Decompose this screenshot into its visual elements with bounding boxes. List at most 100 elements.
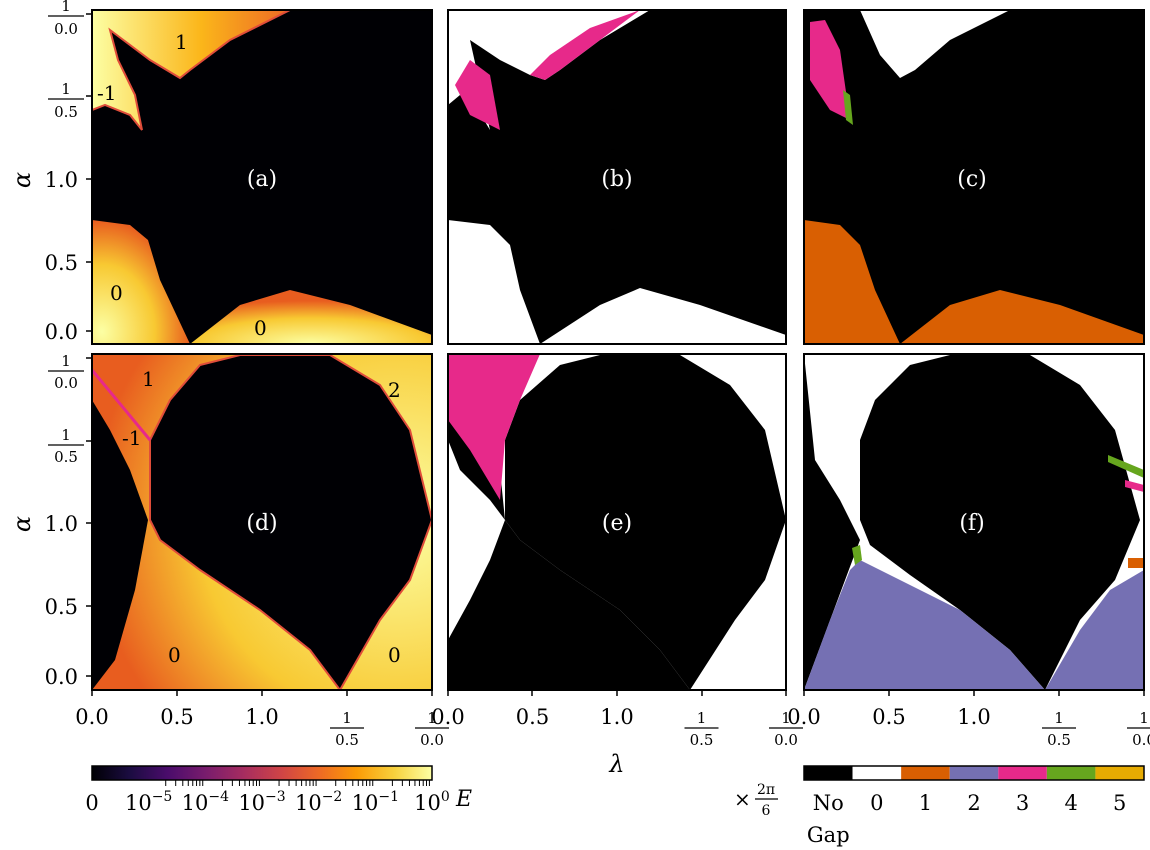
panel-b-pink-top (530, 10, 640, 80)
panel-e-pink (448, 354, 540, 500)
x-tick-marks (91, 690, 1145, 696)
panel-d-annotation-2: 2 (388, 378, 401, 402)
y-tick-marks (86, 13, 92, 677)
panel-c-top-white (804, 10, 1010, 78)
x-tick-label: 1 (1139, 709, 1149, 727)
x-tick-label: 1.0 (245, 705, 278, 729)
panel-d-pink-line (92, 369, 152, 441)
gap-colorbar-prefix-numerator: 2π (757, 782, 775, 798)
panel-f: (f) (804, 354, 1144, 690)
panel-c-frame (803, 9, 1145, 345)
x-tick-label: 1 (1054, 709, 1064, 727)
y-tick-label: 0.5 (54, 448, 78, 466)
x-tick-label: 0.5 (516, 705, 549, 729)
x-tick-label: 0.5 (1047, 731, 1071, 749)
panel-f-pink-right (1125, 480, 1144, 492)
panel-f-label: (f) (959, 511, 984, 536)
panel-e-black-lower (448, 410, 690, 690)
panel-c-pink (810, 20, 850, 120)
panel-c-orange-right (900, 290, 1144, 344)
panel-d-dark-lens (149, 354, 432, 690)
x-tick-labels-col-3: 0.0 0.5 1.0 1 0.5 1 0.0 (787, 705, 1150, 749)
energy-colorbar-gradient (91, 765, 433, 781)
panel-b-bottom-right-white (540, 288, 786, 344)
panel-d-annotation-0-left: 0 (168, 643, 181, 667)
gap-colorbar-tick-label: 4 (1064, 791, 1077, 815)
panel-a: 1 -1 0 0 (a) (92, 10, 432, 344)
panel-a-bottom-left-region (92, 220, 190, 344)
x-tick-label: 0.5 (160, 705, 193, 729)
gap-colorbar-swatch (998, 766, 1047, 780)
y-tick-label: 1 (61, 352, 71, 370)
gap-colorbar-swatch (804, 766, 853, 780)
panel-a-annotation-0-left: 0 (110, 281, 123, 305)
y-tick-label: 0.0 (45, 665, 78, 689)
y-axis-label-top: α (8, 172, 36, 188)
x-axis-label: λ (608, 750, 624, 778)
panel-a-bottom-right-region (190, 290, 432, 344)
y-tick-label: 1 (61, 426, 71, 444)
panel-a-annotation-minus1: -1 (97, 81, 116, 105)
x-tick-label: 0.0 (1132, 731, 1150, 749)
gap-colorbar-swatch (1095, 766, 1144, 780)
y-tick-labels-bottom: 1 0.0 1 0.5 1.0 0.5 0.0 (45, 352, 84, 689)
gap-colorbar-swatches (804, 766, 1144, 780)
gap-colorbar-tick-label: Gap (807, 823, 850, 847)
energy-colorbar-tick-labels: 0 10−5 10−4 10−3 10−2 10−1 100 (85, 789, 450, 815)
y-tick-label: 0.0 (45, 320, 78, 344)
panel-e-black-lens (505, 355, 786, 690)
panel-a-top-edge (92, 10, 291, 131)
energy-colorbar-tick-label: 10−3 (238, 789, 285, 815)
panel-a-label: (a) (247, 167, 277, 192)
panel-d-annotation-1: 1 (142, 367, 155, 391)
panel-c-label: (c) (957, 167, 987, 192)
panel-d-annotation-0-right: 0 (388, 643, 401, 667)
gap-colorbar-swatch (949, 766, 999, 780)
panel-f-purple-right (1045, 570, 1144, 690)
panel-e-label: (e) (602, 511, 632, 536)
y-tick-label: 0.5 (54, 103, 78, 121)
gap-colorbar-swatch (1046, 766, 1096, 780)
x-tick-label: 0.0 (75, 705, 108, 729)
x-tick-label: 1.0 (600, 705, 633, 729)
x-tick-label: 1 (697, 709, 707, 727)
panel-d-dark-left (92, 400, 148, 690)
gap-colorbar-prefix-denominator: 6 (762, 803, 771, 819)
panel-a-frame (91, 9, 433, 345)
energy-colorbar-tick-label: 100 (414, 789, 450, 815)
panel-a-top-region (92, 10, 290, 130)
panel-b-pink-left (455, 60, 500, 130)
y-tick-label: 0.0 (54, 20, 78, 38)
panel-c-orange-left (804, 220, 900, 344)
panel-d-annotation-minus1: -1 (122, 426, 141, 450)
panel-c-green (843, 90, 853, 125)
x-tick-label: 0.0 (431, 705, 464, 729)
panel-f-orange-right (1128, 558, 1144, 568)
panel-f-black-left (804, 354, 860, 690)
gap-colorbar-swatch (852, 766, 902, 780)
panel-b-bottom-left-white (448, 220, 540, 344)
x-tick-label: 0.5 (872, 705, 905, 729)
gap-colorbar-tick-label: 0 (870, 791, 883, 815)
gap-colorbar-frame (803, 765, 1145, 781)
x-tick-label: 0.5 (335, 731, 359, 749)
gap-colorbar: No Gap 0 1 2 3 4 5 × 2π 6 (734, 765, 1145, 847)
x-tick-label: 1 (781, 709, 791, 727)
gap-colorbar-tick-label: 5 (1113, 791, 1126, 815)
panel-f-black-lens (860, 355, 1140, 690)
gap-colorbar-tick-labels: No Gap 0 1 2 3 4 5 (807, 791, 1126, 847)
panel-a-annotation-0-right: 0 (254, 316, 267, 340)
panel-f-purple-left (804, 560, 1045, 690)
x-tick-labels-col-1: 0.0 0.5 1.0 1 0.5 1 0.0 (75, 705, 449, 749)
x-tick-label: 0.0 (420, 731, 444, 749)
panel-a-annotation-1: 1 (175, 30, 188, 54)
x-tick-label: 0.0 (774, 731, 798, 749)
gap-colorbar-tick-label: 3 (1016, 791, 1029, 815)
y-tick-label: 0.5 (45, 595, 78, 619)
energy-colorbar-tick-label: 10−4 (182, 789, 229, 815)
x-tick-label: 1 (427, 709, 437, 727)
y-tick-label: 1 (61, 0, 71, 15)
energy-colorbar-tick-label: 10−2 (295, 789, 342, 815)
y-tick-label: 1.0 (45, 168, 78, 192)
panel-b-label: (b) (601, 167, 632, 192)
